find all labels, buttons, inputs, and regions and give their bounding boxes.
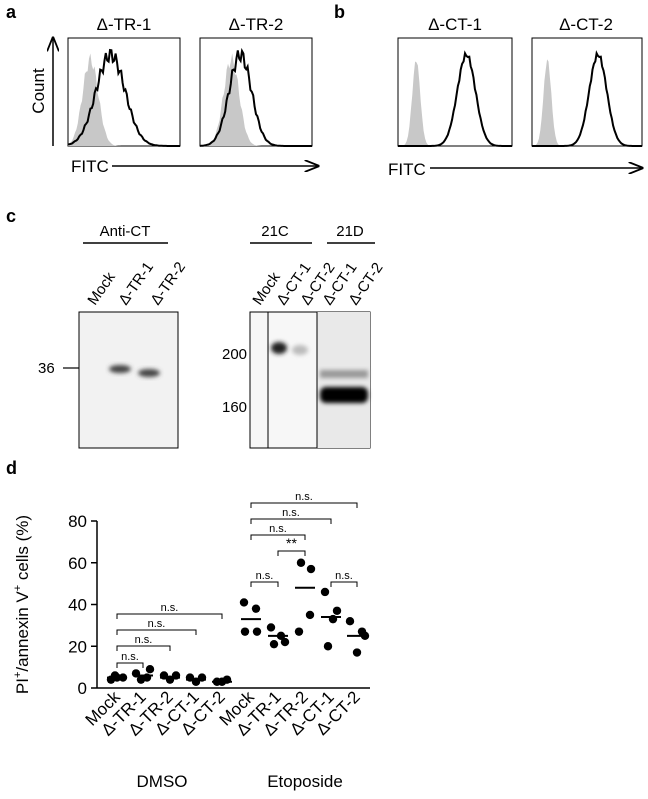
marker-label: 36 — [38, 360, 55, 377]
significance-bracket — [116, 645, 171, 651]
y-tick-label: 80 — [68, 512, 87, 531]
data-point — [294, 627, 304, 636]
data-point — [345, 617, 355, 626]
significance-label: n.s. — [161, 602, 179, 614]
significance-label: n.s. — [295, 491, 313, 503]
significance-label: n.s. — [269, 523, 287, 535]
significance-bracket — [250, 518, 332, 524]
data-point — [269, 639, 279, 649]
histogram-title: Δ-CT-2 — [559, 15, 613, 34]
data-point — [296, 558, 306, 567]
significance-bracket — [277, 550, 306, 556]
y-tick-label: 20 — [68, 637, 87, 656]
x-axis-label: FITC — [71, 157, 109, 176]
significance-bracket — [250, 502, 358, 508]
data-point — [332, 606, 342, 615]
marker-label: 200 — [222, 346, 247, 363]
sample-histogram — [199, 47, 312, 147]
lane-label: Mock — [84, 269, 119, 309]
significance-bracket — [116, 629, 197, 635]
significance-label: n.s. — [256, 570, 274, 582]
data-point — [239, 598, 249, 607]
histogram-title: Δ-CT-1 — [428, 15, 482, 34]
significance-bracket — [116, 662, 144, 668]
significance-label: n.s. — [135, 634, 153, 646]
data-point — [323, 642, 333, 651]
isotype-histogram — [68, 53, 180, 146]
y-axis-label-part: cells (%) — [13, 515, 32, 585]
data-point — [252, 627, 262, 636]
data-point — [320, 587, 330, 597]
data-point — [251, 604, 261, 613]
significance-label: n.s. — [148, 618, 166, 630]
y-axis-label: PI+/annexin V+ cells (%) — [12, 515, 32, 694]
y-axis-label-part: + — [12, 585, 24, 591]
y-axis-label-part: /annexin V — [13, 591, 32, 672]
band — [109, 365, 131, 373]
y-axis-label-part: PI — [13, 678, 32, 694]
isotype-histogram — [398, 61, 512, 146]
antibody-label: 21D — [336, 223, 364, 240]
sample-histogram — [398, 50, 512, 147]
blot — [78, 311, 179, 449]
antibody-label: Anti-CT — [100, 223, 151, 240]
isotype-histogram — [532, 59, 642, 146]
significance-bracket — [250, 534, 306, 540]
band — [320, 370, 368, 378]
panel-label: b — [334, 2, 345, 22]
isotype-histogram — [200, 53, 312, 146]
data-point — [306, 564, 316, 574]
data-point — [305, 610, 315, 620]
significance-bracket — [250, 581, 279, 587]
marker-label: 160 — [222, 399, 247, 416]
panel-label: d — [6, 458, 17, 478]
y-tick-label: 0 — [78, 679, 87, 698]
significance-bracket — [116, 613, 223, 619]
significance-bracket — [330, 581, 358, 587]
data-point — [145, 665, 155, 674]
y-axis-label-part: + — [12, 672, 24, 678]
antibody-label: 21C — [261, 223, 289, 240]
data-point — [280, 637, 290, 647]
data-point — [266, 623, 276, 632]
histogram-title: Δ-TR-2 — [229, 15, 284, 34]
panel-label: c — [6, 206, 16, 226]
y-tick-label: 60 — [68, 554, 87, 573]
band — [292, 345, 308, 355]
panel-label: a — [6, 2, 17, 22]
data-point — [352, 648, 362, 657]
band — [271, 342, 287, 354]
band — [138, 369, 160, 377]
sample-histogram — [67, 48, 180, 147]
significance-label: n.s. — [121, 651, 139, 663]
histogram-title: Δ-TR-1 — [97, 15, 152, 34]
y-tick-label: 40 — [68, 596, 87, 615]
data-point — [240, 627, 250, 636]
sample-histogram — [532, 50, 642, 147]
significance-label: n.s. — [335, 570, 353, 582]
group-label: Etoposide — [267, 772, 343, 791]
significance-label: ** — [286, 535, 297, 551]
band — [320, 387, 368, 403]
significance-label: n.s. — [282, 507, 300, 519]
blot-region — [317, 312, 370, 448]
x-axis-label: FITC — [388, 160, 426, 179]
y-axis-label: Count — [29, 68, 48, 114]
group-label: DMSO — [137, 772, 188, 791]
